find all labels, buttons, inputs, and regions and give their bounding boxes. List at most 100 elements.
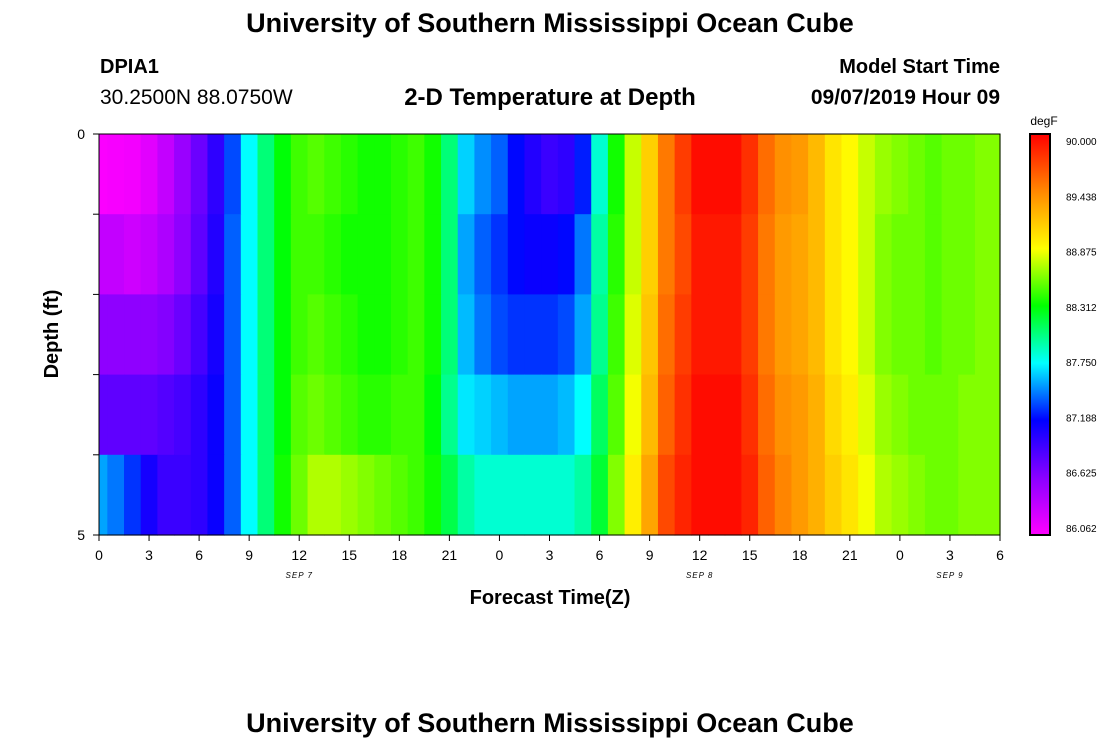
heatmap-cell <box>974 374 993 456</box>
heatmap-cell <box>324 214 342 295</box>
heatmap-cell <box>357 134 375 215</box>
heatmap-cell <box>708 374 726 456</box>
heatmap-cell <box>390 454 409 536</box>
x-tick-label: 21 <box>842 547 858 563</box>
heatmap-cell <box>657 214 676 295</box>
heatmap-cell <box>924 374 943 456</box>
heatmap-cell <box>924 294 943 376</box>
heatmap-cell <box>174 214 192 295</box>
heatmap-cell <box>708 214 726 295</box>
heatmap-cell <box>290 134 309 215</box>
heatmap-cell <box>491 134 509 215</box>
heatmap-cell <box>190 454 209 536</box>
heatmap-cell <box>858 454 876 536</box>
heatmap-cell <box>691 294 709 376</box>
heatmap-cell <box>541 454 559 536</box>
heatmap-cell <box>908 214 926 295</box>
heatmap-cell <box>457 214 476 295</box>
heatmap-cell <box>324 454 342 536</box>
x-tick-label: 0 <box>95 547 103 563</box>
heatmap-cell <box>774 134 793 215</box>
heatmap-cell <box>941 454 959 536</box>
heatmap-cell <box>140 374 158 456</box>
heatmap-cell <box>541 134 559 215</box>
heatmap-cell <box>607 214 626 295</box>
x-tick-label: 3 <box>145 547 153 563</box>
heatmap-cell <box>574 294 592 376</box>
heatmap-cell <box>691 214 709 295</box>
heatmap-cell <box>691 134 709 215</box>
heatmap-cell <box>240 134 259 215</box>
heatmap-cell <box>958 134 976 215</box>
heatmap-cell <box>657 134 676 215</box>
heatmap-cell <box>157 294 175 376</box>
x-axis: 0 3 6 9 12 15 18 21 0 3 6 9 12 15 18 21 0 3 6 SEP 7 SEP 8 SEP… <box>95 535 1004 580</box>
heatmap-cell <box>708 454 726 536</box>
heatmap-cell <box>124 294 142 376</box>
heatmap-cell <box>557 214 576 295</box>
heatmap-cell <box>824 134 843 215</box>
heatmap-cell <box>274 374 292 456</box>
colorbar-tick-label: 89.438 <box>1066 192 1097 203</box>
heatmap-cell <box>224 134 242 215</box>
heatmap-cell <box>557 134 576 215</box>
heatmap-cell <box>641 374 659 456</box>
heatmap-cell <box>924 134 943 215</box>
heatmap-cell <box>874 134 893 215</box>
heatmap-cell <box>657 374 676 456</box>
heatmap-cell <box>224 294 242 376</box>
heatmap-cell <box>524 454 542 536</box>
heatmap-cell <box>591 134 609 215</box>
heatmap-cell <box>858 214 876 295</box>
heatmap-cell <box>190 374 209 456</box>
x-tick-label: 18 <box>392 547 408 563</box>
heatmap-cell <box>257 214 275 295</box>
heatmap-cell <box>891 294 909 376</box>
heatmap-cell <box>174 134 192 215</box>
date-label: SEP 9 <box>936 571 963 580</box>
heatmap-cell <box>691 374 709 456</box>
heatmap-cell <box>991 134 1001 215</box>
heatmap-cell <box>357 454 375 536</box>
heatmap-cell <box>407 374 425 456</box>
heatmap-cell <box>340 454 359 536</box>
heatmap-cell <box>824 294 843 376</box>
heatmap-cell <box>424 374 442 456</box>
heatmap-cell <box>390 294 409 376</box>
heatmap-cell <box>474 134 492 215</box>
heatmap-cell <box>991 214 1001 295</box>
heatmap-cell <box>190 294 209 376</box>
heatmap-cell <box>824 374 843 456</box>
heatmap-cell <box>624 294 642 376</box>
heatmap-cell <box>491 294 509 376</box>
heatmap-cell <box>641 454 659 536</box>
heatmap-cell <box>99 214 108 295</box>
heatmap-cell <box>991 294 1001 376</box>
heatmap-cell <box>758 454 776 536</box>
heatmap-cell <box>958 454 976 536</box>
heatmap-cell <box>374 214 392 295</box>
colorbar-tick-label: 88.312 <box>1066 303 1097 314</box>
heatmap-cell <box>841 374 859 456</box>
heatmap-cell <box>908 134 926 215</box>
heatmap-cell <box>708 294 726 376</box>
heatmap-cell <box>174 294 192 376</box>
heatmap-cell <box>441 454 459 536</box>
heatmap-cell <box>407 454 425 536</box>
heatmap-cell <box>340 134 359 215</box>
heatmap-cell <box>240 374 259 456</box>
heatmap-cell <box>257 294 275 376</box>
heatmap-cell <box>557 294 576 376</box>
heatmap-cell <box>107 374 125 456</box>
heatmap-cell <box>557 454 576 536</box>
heatmap-cell <box>457 374 476 456</box>
heatmap-cell <box>407 214 425 295</box>
heatmap-cell <box>791 374 809 456</box>
heatmap-cell <box>841 454 859 536</box>
heatmap-cell <box>240 454 259 536</box>
heatmap-cell <box>958 374 976 456</box>
heatmap-cell <box>808 454 826 536</box>
heatmap-cell <box>974 134 993 215</box>
heatmap-cell <box>841 214 859 295</box>
